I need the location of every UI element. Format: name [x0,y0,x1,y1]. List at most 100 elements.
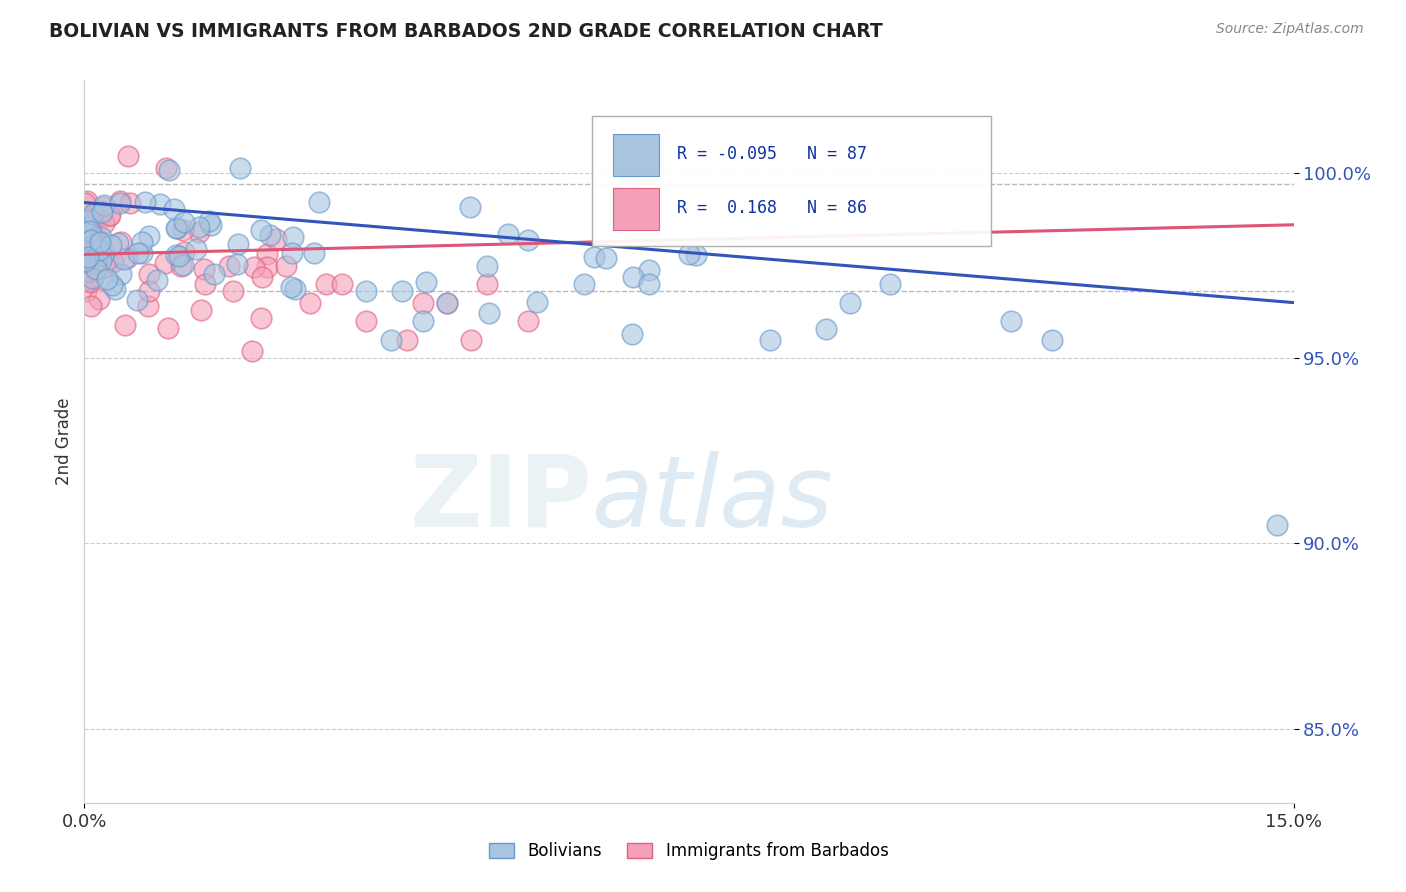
Point [839,295,862,310]
Point [87,247,110,261]
Point [101,278,124,293]
Point [163,202,186,216]
Point [264,232,287,246]
Point [173,245,195,260]
Point [202,268,225,282]
Point [280,245,302,260]
Point [80,299,103,313]
Point [187,220,209,235]
Point [117,149,139,163]
Point [302,246,325,260]
Point [94,260,117,274]
Point [136,299,159,313]
Point [89,293,111,307]
Point [84,254,107,268]
Point [198,213,221,227]
Point [200,218,222,232]
Point [90,253,112,268]
Point [75,261,97,276]
Point [157,321,180,335]
Point [131,235,153,249]
Text: Source: ZipAtlas.com: Source: ZipAtlas.com [1216,22,1364,37]
Point [315,277,337,291]
Point [308,195,330,210]
Point [75,284,97,298]
Point [190,302,212,317]
Point [222,284,245,298]
Point [76,242,98,256]
Point [75,241,97,255]
Point [75,246,97,260]
Point [82,249,104,263]
Point [283,230,305,244]
Point [87,237,110,252]
Point [75,241,97,255]
Point [89,235,111,250]
Point [82,211,104,225]
Point [77,265,100,279]
Point [250,269,273,284]
Point [167,249,190,263]
Point [412,314,434,328]
Point [75,230,97,244]
Point [299,295,322,310]
Point [125,293,148,307]
Point [84,249,107,263]
Point [165,248,187,262]
Point [436,295,458,310]
Point [86,255,108,269]
Point [477,259,499,273]
Point [77,264,100,278]
Point [91,200,114,214]
Point [100,238,122,252]
Text: R =  0.168   N = 86: R = 0.168 N = 86 [676,199,868,217]
Point [460,333,482,347]
Point [280,280,302,294]
Point [131,246,153,260]
Point [637,262,659,277]
Point [77,213,100,227]
Point [621,327,644,342]
Point [84,229,107,244]
Point [138,267,160,281]
Point [110,194,132,208]
Point [460,200,482,214]
Point [138,285,160,299]
Point [170,259,193,273]
Point [75,213,97,227]
Point [157,163,180,178]
Point [256,260,278,274]
Point [879,277,901,291]
Point [165,220,187,235]
Point [172,258,194,272]
Point [240,343,263,358]
Point [1000,314,1022,328]
Point [90,230,112,244]
Point [1267,517,1289,532]
Point [118,196,141,211]
Point [188,225,211,239]
Point [80,216,103,230]
Text: ZIP: ZIP [409,450,592,548]
Point [226,257,249,271]
Point [104,282,127,296]
Point [98,208,121,222]
Point [478,305,501,319]
Point [75,259,97,273]
Point [249,223,271,237]
Point [218,259,240,273]
Point [79,276,101,290]
Point [193,261,215,276]
Point [356,314,378,328]
Point [110,267,132,281]
Point [678,247,700,261]
Point [112,252,135,267]
Point [1040,333,1063,347]
Point [256,247,278,261]
Point [75,253,97,268]
Point [758,333,780,347]
Point [814,321,837,335]
Point [108,195,131,210]
Point [80,270,103,285]
Point [84,262,107,277]
